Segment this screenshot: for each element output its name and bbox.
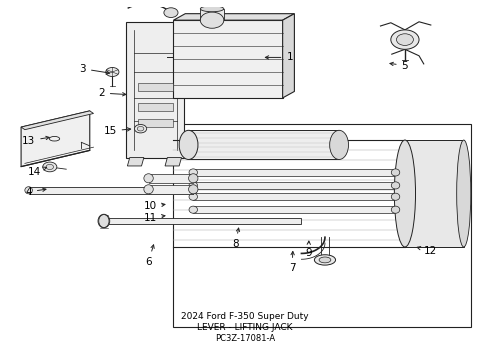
Text: 2024 Ford F-350 Super Duty: 2024 Ford F-350 Super Duty — [181, 312, 309, 321]
FancyBboxPatch shape — [189, 130, 339, 159]
Text: 12: 12 — [417, 246, 438, 256]
Circle shape — [43, 162, 57, 172]
Circle shape — [134, 125, 147, 133]
Text: 4: 4 — [25, 187, 46, 197]
Ellipse shape — [319, 257, 331, 263]
FancyBboxPatch shape — [138, 103, 173, 111]
Ellipse shape — [179, 130, 198, 159]
Text: 14: 14 — [27, 167, 47, 177]
Ellipse shape — [189, 174, 198, 183]
Ellipse shape — [394, 140, 416, 247]
Circle shape — [164, 8, 178, 18]
Ellipse shape — [98, 214, 110, 228]
Ellipse shape — [98, 215, 109, 228]
Ellipse shape — [392, 182, 400, 189]
Text: 6: 6 — [145, 245, 154, 266]
Ellipse shape — [25, 187, 32, 194]
Ellipse shape — [457, 140, 471, 247]
Text: LEVER - LIFTING JACK: LEVER - LIFTING JACK — [197, 323, 293, 332]
Ellipse shape — [392, 169, 400, 176]
FancyBboxPatch shape — [193, 206, 395, 213]
Ellipse shape — [190, 187, 197, 194]
Text: 13: 13 — [22, 136, 49, 146]
Text: 3: 3 — [79, 64, 109, 74]
FancyBboxPatch shape — [138, 119, 173, 127]
Ellipse shape — [189, 193, 197, 200]
Circle shape — [200, 12, 224, 28]
Text: 11: 11 — [144, 213, 165, 223]
Ellipse shape — [330, 130, 348, 159]
Circle shape — [137, 126, 144, 131]
Bar — [200, 9, 224, 20]
FancyBboxPatch shape — [148, 185, 193, 194]
Text: 8: 8 — [232, 228, 240, 249]
Circle shape — [46, 164, 53, 170]
Ellipse shape — [189, 169, 197, 176]
FancyBboxPatch shape — [193, 169, 395, 176]
FancyBboxPatch shape — [138, 83, 173, 91]
Polygon shape — [165, 158, 181, 166]
Text: PC3Z-17081-A: PC3Z-17081-A — [215, 334, 275, 343]
Ellipse shape — [392, 193, 400, 200]
Ellipse shape — [392, 206, 400, 213]
Circle shape — [391, 30, 419, 49]
Polygon shape — [173, 20, 283, 98]
FancyBboxPatch shape — [148, 174, 193, 183]
Text: 10: 10 — [144, 202, 165, 211]
FancyBboxPatch shape — [193, 182, 395, 189]
Ellipse shape — [189, 182, 197, 189]
Text: 7: 7 — [289, 252, 295, 273]
Ellipse shape — [315, 255, 336, 265]
Polygon shape — [21, 111, 94, 130]
FancyBboxPatch shape — [193, 193, 395, 200]
Polygon shape — [127, 158, 144, 166]
Text: 5: 5 — [390, 60, 408, 71]
Polygon shape — [173, 14, 294, 20]
Ellipse shape — [189, 185, 198, 194]
Ellipse shape — [200, 6, 224, 12]
Polygon shape — [283, 14, 294, 98]
Circle shape — [106, 67, 119, 77]
Circle shape — [396, 34, 414, 45]
FancyBboxPatch shape — [28, 187, 193, 194]
Ellipse shape — [144, 174, 153, 183]
Ellipse shape — [144, 185, 153, 194]
Text: 9: 9 — [305, 241, 312, 258]
Polygon shape — [126, 22, 184, 158]
Polygon shape — [405, 140, 464, 247]
FancyBboxPatch shape — [104, 218, 301, 224]
Ellipse shape — [189, 206, 197, 213]
Text: 2: 2 — [98, 88, 126, 98]
Bar — [173, 125, 471, 327]
Polygon shape — [21, 111, 90, 167]
Text: 15: 15 — [103, 126, 131, 136]
Text: 1: 1 — [265, 53, 293, 62]
